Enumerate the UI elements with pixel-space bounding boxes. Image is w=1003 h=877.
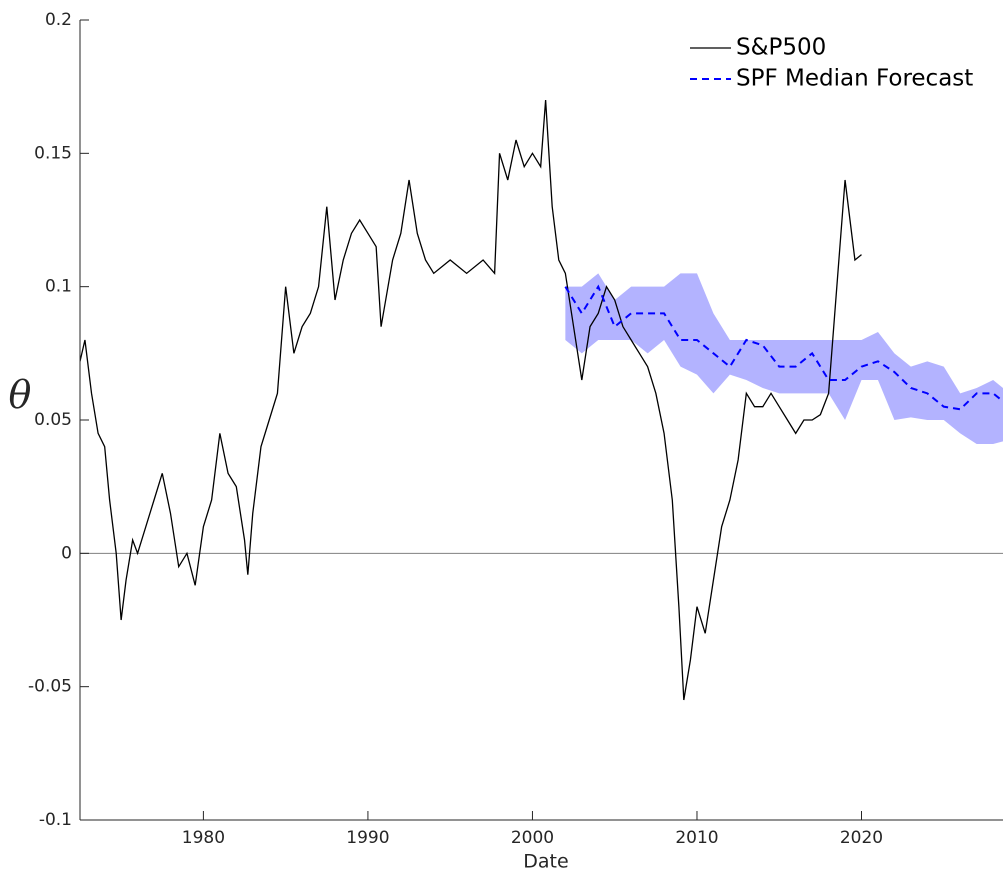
x-tick-label: 1980 [182, 828, 225, 848]
x-tick-label: 2000 [511, 828, 554, 848]
x-tick-label: 1990 [346, 828, 389, 848]
line-series [80, 99, 862, 701]
y-tick-label: 0.15 [34, 143, 72, 163]
y-axis-label: θ [9, 373, 32, 417]
legend-label: S&P500 [736, 35, 826, 61]
line-series [564, 284, 1003, 411]
plot-area [80, 99, 1003, 701]
x-tick-label: 2010 [675, 828, 718, 848]
x-axis-label: Date [523, 851, 568, 873]
legend-label: SPF Median Forecast [736, 66, 973, 92]
y-tick-label: 0.2 [45, 10, 72, 30]
y-tick-label: -0.1 [39, 810, 72, 830]
y-tick-label: 0.1 [45, 277, 72, 297]
x-tick-label: 2020 [840, 828, 883, 848]
y-tick-label: 0.05 [34, 410, 72, 430]
forecast-band [565, 273, 1003, 444]
y-tick-label: -0.05 [28, 677, 72, 697]
y-tick-label: 0 [61, 543, 72, 563]
